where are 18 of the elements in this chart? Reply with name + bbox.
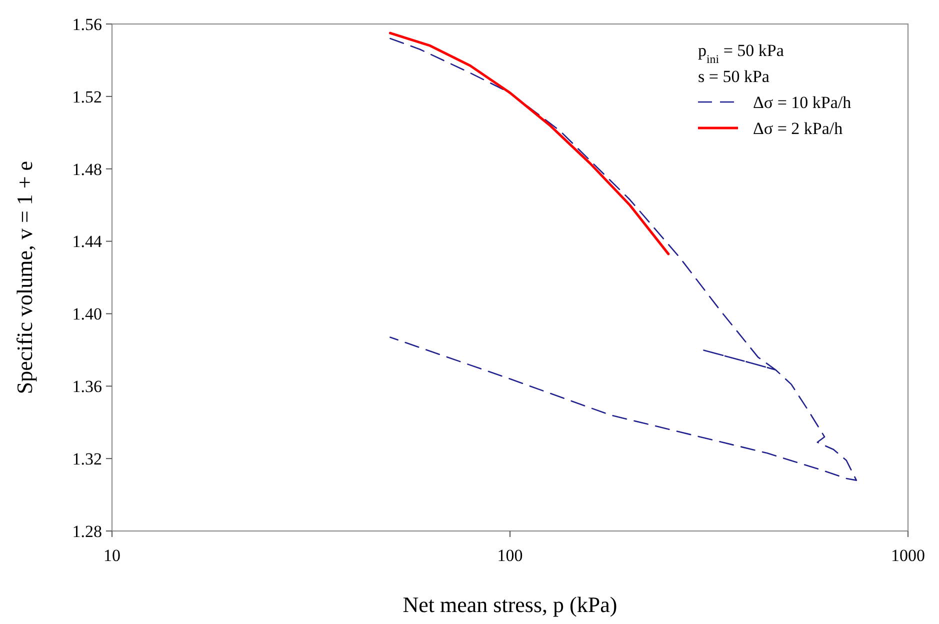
y-axis-title: Specific volume, v = 1 + e — [12, 160, 37, 394]
annotation: s = 50 kPa — [698, 67, 770, 86]
y-tick-label: 1.36 — [72, 377, 102, 396]
y-tick-label: 1.44 — [72, 232, 102, 252]
y-tick-label: 1.32 — [72, 450, 102, 469]
x-axis-title: Net mean stress, p (kPa) — [402, 592, 618, 617]
y-tick-label: 1.48 — [72, 160, 102, 179]
legend-label: Δσ = 2 kPa/h — [753, 118, 844, 138]
y-tick-label: 1.28 — [72, 522, 102, 541]
line-series — [388, 32, 670, 256]
x-tick-label: 1000 — [891, 546, 925, 565]
y-tick-label: 1.56 — [72, 14, 102, 34]
x-tick-label: 100 — [497, 546, 523, 565]
y-tick-label: 1.40 — [72, 304, 102, 324]
y-tick-label: 1.52 — [72, 87, 102, 106]
annotation: p$_{ini}$ = 50 kPa — [698, 41, 784, 66]
legend-label: Δσ = 10 kPa/h — [753, 92, 852, 112]
x-tick-label: 10 — [104, 546, 120, 565]
